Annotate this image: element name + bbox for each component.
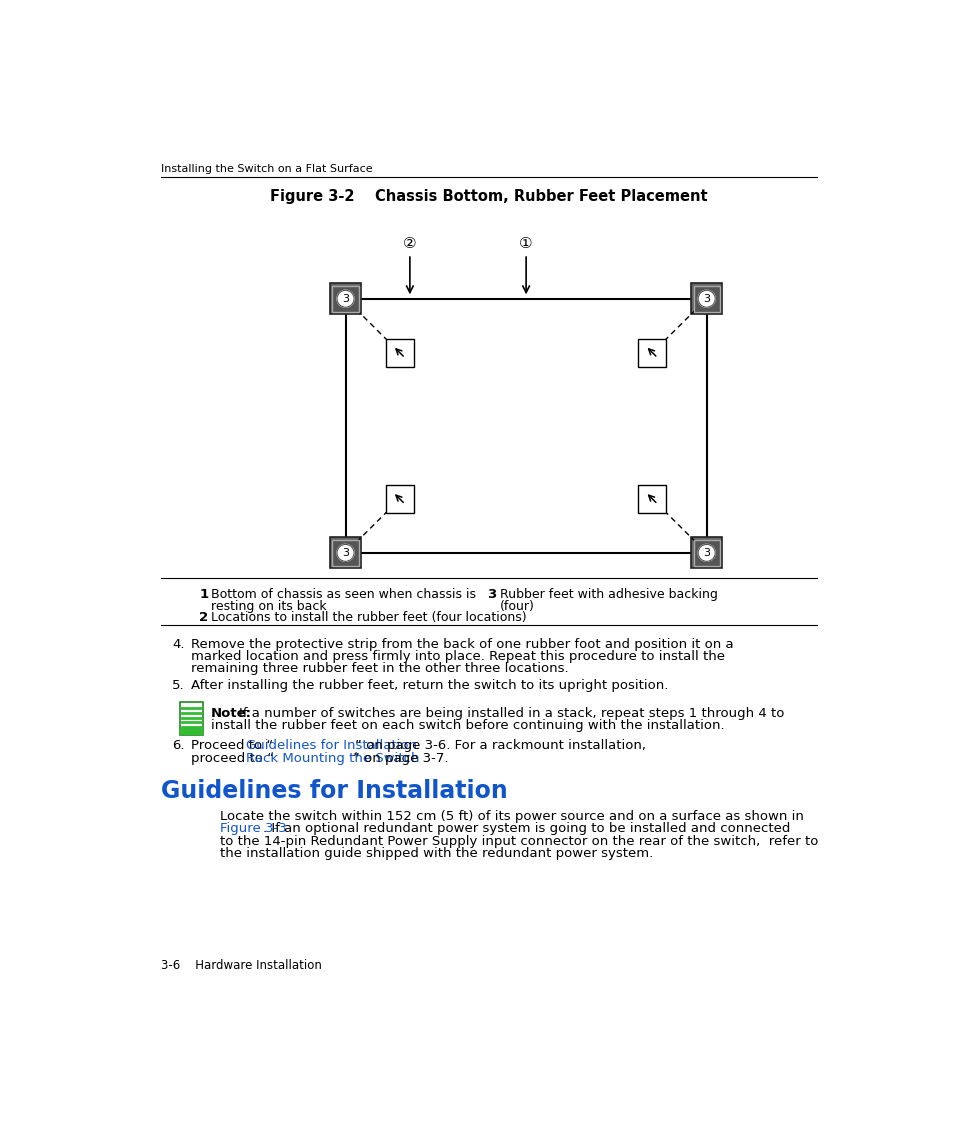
Text: Proceed to “: Proceed to “: [191, 739, 273, 752]
Text: ②: ②: [402, 236, 416, 252]
Text: After installing the rubber feet, return the switch to its upright position.: After installing the rubber feet, return…: [191, 679, 667, 692]
Text: 3-6    Hardware Installation: 3-6 Hardware Installation: [161, 959, 321, 971]
Text: 3: 3: [487, 588, 497, 601]
Text: proceed to “: proceed to “: [191, 751, 274, 765]
Text: Locate the switch within 152 cm (5 ft) of its power source and on a surface as s: Locate the switch within 152 cm (5 ft) o…: [220, 810, 803, 823]
Bar: [332, 285, 358, 312]
Text: 3: 3: [342, 294, 349, 303]
Text: Guidelines for Installation: Guidelines for Installation: [246, 739, 416, 752]
Circle shape: [336, 291, 354, 308]
Text: 3: 3: [702, 294, 709, 303]
Bar: [345, 299, 706, 553]
Text: resting on its back: resting on its back: [212, 600, 327, 613]
Bar: [638, 339, 666, 366]
Text: Figure 3-3: Figure 3-3: [220, 822, 287, 836]
Text: ①: ①: [518, 236, 533, 252]
Bar: [179, 702, 203, 734]
Bar: [179, 728, 203, 734]
Text: 1: 1: [199, 588, 208, 601]
Text: install the rubber feet on each switch before continuing with the installation.: install the rubber feet on each switch b…: [211, 719, 723, 732]
Text: 2: 2: [199, 611, 208, 624]
Circle shape: [698, 291, 715, 308]
Text: the installation guide shipped with the redundant power system.: the installation guide shipped with the …: [220, 847, 653, 860]
Text: 5.: 5.: [172, 679, 184, 692]
Bar: [693, 540, 720, 566]
Text: 6.: 6.: [172, 739, 184, 752]
Bar: [691, 283, 721, 314]
Bar: [330, 283, 360, 314]
Text: If a number of switches are being installed in a stack, repeat steps 1 through 4: If a number of switches are being instal…: [239, 706, 784, 720]
Circle shape: [336, 545, 354, 562]
Text: remaining three rubber feet in the other three locations.: remaining three rubber feet in the other…: [191, 663, 568, 675]
Text: Figure 3-2    Chassis Bottom, Rubber Feet Placement: Figure 3-2 Chassis Bottom, Rubber Feet P…: [270, 190, 707, 204]
Text: Locations to install the rubber feet (four locations): Locations to install the rubber feet (fo…: [212, 611, 527, 624]
Text: Remove the protective strip from the back of one rubber foot and position it on : Remove the protective strip from the bac…: [191, 638, 733, 650]
Text: ” on page 3-7.: ” on page 3-7.: [353, 751, 448, 765]
Bar: [330, 538, 360, 568]
Text: marked location and press firmly into place. Repeat this procedure to install th: marked location and press firmly into pl…: [191, 650, 723, 663]
Text: Rubber feet with adhesive backing: Rubber feet with adhesive backing: [499, 588, 717, 601]
Bar: [693, 285, 720, 312]
Text: Bottom of chassis as seen when chassis is: Bottom of chassis as seen when chassis i…: [212, 588, 476, 601]
Text: Guidelines for Installation: Guidelines for Installation: [161, 779, 507, 803]
Bar: [385, 339, 414, 366]
Text: 3: 3: [342, 548, 349, 558]
Circle shape: [698, 545, 715, 562]
Text: to the 14-pin Redundant Power Supply input connector on the rear of the switch, : to the 14-pin Redundant Power Supply inp…: [220, 834, 818, 848]
Text: 4.: 4.: [172, 638, 184, 650]
Text: Installing the Switch on a Flat Surface: Installing the Switch on a Flat Surface: [161, 164, 373, 174]
Text: (four): (four): [499, 600, 534, 613]
Bar: [385, 485, 414, 513]
Text: . If an optional redundant power system is going to be installed and connected: . If an optional redundant power system …: [263, 822, 790, 836]
Bar: [638, 485, 666, 513]
Text: 3: 3: [702, 548, 709, 558]
Bar: [691, 538, 721, 568]
Text: Rack Mounting the Switch: Rack Mounting the Switch: [246, 751, 419, 765]
Text: Note:: Note:: [211, 706, 252, 720]
Bar: [332, 540, 358, 566]
Text: ” on page 3-6. For a rackmount installation,: ” on page 3-6. For a rackmount installat…: [355, 739, 645, 752]
